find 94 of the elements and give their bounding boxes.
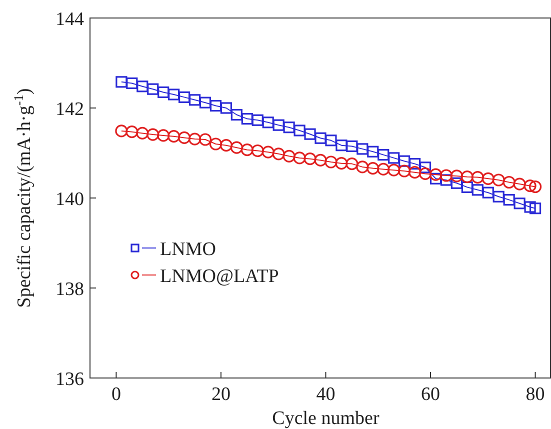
point	[293, 152, 306, 164]
point	[210, 100, 222, 112]
point	[252, 114, 264, 126]
point	[230, 141, 243, 154]
point	[502, 176, 516, 189]
x-tick-label: 0	[111, 384, 121, 405]
point	[283, 122, 295, 134]
point	[262, 116, 274, 128]
point	[272, 119, 284, 131]
point	[529, 202, 542, 214]
point	[324, 156, 338, 168]
point	[198, 133, 212, 146]
point	[472, 184, 484, 196]
point	[377, 162, 390, 176]
point	[492, 174, 505, 186]
point	[115, 124, 128, 138]
point	[430, 172, 442, 184]
x-tick-label: 20	[211, 384, 230, 405]
point	[388, 164, 400, 176]
point	[429, 168, 442, 181]
point	[325, 134, 337, 146]
point	[126, 77, 138, 90]
point	[492, 190, 504, 202]
point	[188, 94, 201, 106]
point	[168, 88, 180, 100]
point	[220, 139, 233, 152]
point	[356, 160, 369, 174]
point	[408, 158, 421, 170]
point	[241, 113, 253, 125]
point	[272, 148, 285, 160]
point	[199, 96, 212, 108]
point	[524, 201, 536, 213]
point	[157, 129, 170, 142]
point	[188, 132, 202, 146]
y-tick-label: 144	[56, 9, 84, 30]
point	[126, 126, 138, 138]
point	[230, 108, 242, 121]
point	[136, 80, 148, 92]
x-axis-title: Cycle number	[272, 408, 380, 429]
point	[471, 171, 484, 184]
y-tick-label: 142	[56, 99, 84, 120]
point	[482, 172, 494, 185]
x-tick-label: 80	[526, 384, 545, 405]
point	[378, 149, 390, 161]
point	[356, 143, 368, 155]
point	[178, 131, 191, 144]
point	[304, 128, 316, 140]
x-tick-label: 40	[316, 384, 336, 405]
point	[528, 180, 542, 194]
point	[524, 180, 536, 192]
point	[209, 138, 222, 150]
point	[314, 154, 327, 166]
point	[262, 146, 274, 158]
point	[366, 162, 380, 175]
point	[346, 140, 358, 152]
point	[314, 132, 326, 144]
point	[440, 169, 453, 182]
point	[146, 128, 160, 141]
point	[178, 91, 190, 103]
point	[388, 152, 400, 164]
point	[461, 181, 473, 193]
point	[304, 152, 316, 166]
point	[147, 83, 159, 95]
point	[419, 162, 432, 174]
legend-label: LNMO@LATP	[160, 266, 279, 287]
y-tick-label: 136	[56, 369, 84, 390]
x-tick-label: 60	[421, 384, 440, 405]
point	[514, 198, 526, 210]
point	[294, 124, 306, 136]
point	[398, 164, 411, 178]
point	[408, 166, 422, 179]
legend-label: LNMO	[160, 239, 216, 260]
point	[335, 157, 348, 170]
point	[282, 150, 296, 162]
point	[251, 144, 264, 158]
point	[220, 102, 232, 114]
point	[460, 170, 474, 184]
point	[240, 144, 254, 156]
point	[398, 155, 410, 167]
point	[503, 194, 515, 206]
point	[346, 158, 358, 170]
point	[116, 76, 128, 88]
point	[336, 140, 348, 152]
point	[418, 167, 432, 180]
point	[450, 170, 464, 182]
point	[158, 86, 170, 98]
y-tick-label: 140	[56, 189, 84, 210]
point	[367, 146, 379, 158]
point	[136, 126, 149, 140]
point	[450, 177, 463, 189]
point	[513, 178, 526, 190]
y-tick-label: 138	[56, 279, 84, 300]
point	[168, 130, 180, 143]
point	[482, 186, 494, 198]
